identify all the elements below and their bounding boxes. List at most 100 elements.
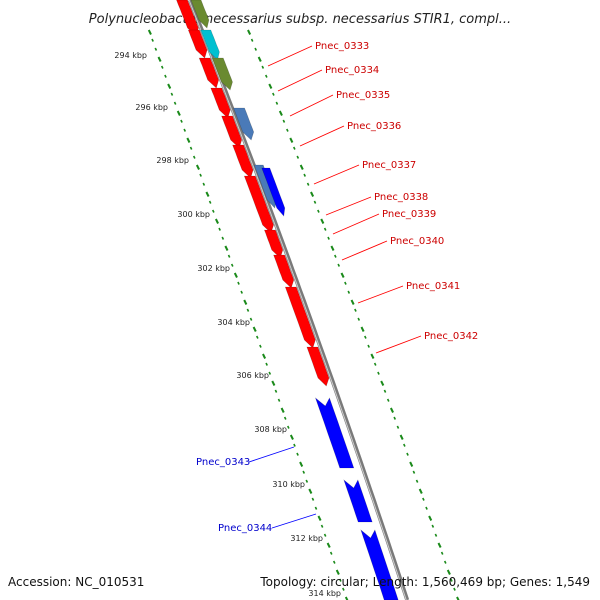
tick-mark (167, 83, 172, 89)
tick-mark (403, 443, 406, 447)
label-leader-lines (248, 45, 422, 529)
tick-mark (283, 416, 287, 420)
scale-tick-tracks (147, 29, 460, 600)
tick-mark (306, 182, 310, 186)
cyan-feature-arrow[interactable] (200, 29, 220, 61)
tick-mark (310, 191, 315, 197)
gene-label-pnec-0341[interactable]: Pnec_0341 (406, 281, 460, 292)
olive-feature-arrow[interactable] (211, 57, 233, 91)
gene-label-pnec-0343[interactable]: Pnec_0343 (196, 457, 250, 468)
scale-label-304kbp: 304 kbp (217, 318, 250, 327)
forward-gene-arrow[interactable] (306, 346, 330, 387)
tick-mark (364, 335, 367, 339)
gene-label-pnec-0339[interactable]: Pnec_0339 (382, 209, 436, 220)
forward-gene-arrow[interactable] (187, 29, 208, 59)
tick-mark (347, 290, 351, 294)
tick-mark (265, 362, 268, 366)
reverse-gene-arrow[interactable] (343, 479, 373, 523)
tick-mark (268, 371, 272, 375)
gene-label-pnec-0336[interactable]: Pnec_0336 (347, 121, 401, 132)
forward-gene-arrow[interactable] (263, 229, 284, 259)
tick-mark (211, 209, 215, 213)
tick-mark (252, 326, 257, 332)
tick-mark (332, 560, 336, 564)
tick-mark (233, 272, 238, 278)
forward-gene-arrow[interactable] (221, 115, 243, 149)
tick-mark (339, 578, 342, 582)
steel-feature-arrow[interactable] (233, 107, 255, 141)
tick-mark (342, 587, 345, 591)
tick-mark (164, 74, 167, 78)
reverse-gene-arrow[interactable] (360, 529, 399, 600)
gene-label-pnec-0338[interactable]: Pnec_0338 (374, 192, 428, 203)
tick-mark (393, 416, 397, 420)
tick-mark (289, 434, 294, 440)
blue-feature-arrow-small[interactable] (261, 167, 286, 217)
tick-mark (275, 101, 279, 105)
tick-mark (287, 425, 290, 429)
tick-mark (278, 110, 283, 116)
leader-line-forward (313, 164, 360, 185)
leader-line-forward (341, 240, 388, 261)
scale-label-294kbp: 294 kbp (114, 51, 147, 60)
tick-mark (250, 38, 254, 42)
tick-mark (160, 65, 164, 69)
outer-tick-track (247, 29, 460, 600)
tick-mark (389, 407, 394, 413)
tick-mark (237, 281, 240, 285)
gene-label-pnec-0333[interactable]: Pnec_0333 (315, 41, 369, 52)
backbone-highlight (188, 0, 407, 600)
gene-label-pnec-0334[interactable]: Pnec_0334 (325, 65, 379, 76)
forward-gene-arrow[interactable] (284, 286, 316, 349)
tick-mark (289, 137, 294, 143)
tick-mark (350, 299, 355, 305)
tick-mark (243, 299, 248, 305)
tick-mark (335, 569, 340, 575)
gene-label-pnec-0337[interactable]: Pnec_0337 (362, 160, 416, 171)
tick-mark (446, 569, 451, 575)
scale-label-302kbp: 302 kbp (197, 264, 230, 273)
tick-mark (360, 326, 365, 332)
leader-line-forward (375, 335, 422, 354)
tick-mark (202, 182, 206, 186)
tick-mark (292, 146, 296, 150)
tick-mark (296, 155, 300, 159)
tick-mark (428, 515, 433, 521)
tick-mark (450, 578, 453, 582)
leader-line-forward (299, 125, 345, 147)
forward-gene-arrow[interactable] (232, 144, 254, 179)
scale-labels: 294 kbp 296 kbp 298 kbp 300 kbp 302 kbp … (114, 51, 341, 598)
tick-mark (453, 587, 456, 591)
leader-line-forward (267, 45, 313, 67)
inner-tick-track (147, 29, 349, 600)
tick-mark (308, 488, 313, 494)
forward-gene-arrow[interactable] (243, 175, 274, 234)
tick-mark (305, 479, 309, 483)
forward-gene-arrow[interactable] (198, 57, 220, 89)
olive-feature-arrow-top[interactable] (190, 0, 210, 29)
tick-mark (334, 254, 337, 258)
tick-mark (344, 281, 347, 285)
tick-mark (261, 65, 265, 69)
tick-mark (151, 38, 154, 42)
tick-mark (323, 533, 327, 537)
tick-mark (396, 425, 400, 429)
gene-label-pnec-0344[interactable]: Pnec_0344 (218, 523, 272, 534)
tick-mark (296, 452, 299, 456)
tick-mark (254, 47, 258, 51)
gene-label-pnec-0335[interactable]: Pnec_0335 (336, 90, 390, 101)
forward-gene-arrow[interactable] (273, 254, 295, 289)
scale-label-296kbp: 296 kbp (135, 103, 168, 112)
tick-mark (208, 200, 212, 204)
forward-gene-arrow[interactable] (210, 87, 231, 119)
tick-mark (186, 137, 191, 143)
gene-label-pnec-0342[interactable]: Pnec_0342 (424, 331, 478, 342)
leader-line-forward (289, 94, 334, 117)
tick-mark (299, 461, 304, 467)
leader-line-reverse (271, 513, 317, 529)
scale-label-300kbp: 300 kbp (177, 210, 210, 219)
reverse-gene-arrow[interactable] (314, 397, 355, 469)
gene-label-pnec-0340[interactable]: Pnec_0340 (390, 236, 444, 247)
tick-mark (399, 434, 404, 440)
tick-mark (329, 551, 333, 555)
